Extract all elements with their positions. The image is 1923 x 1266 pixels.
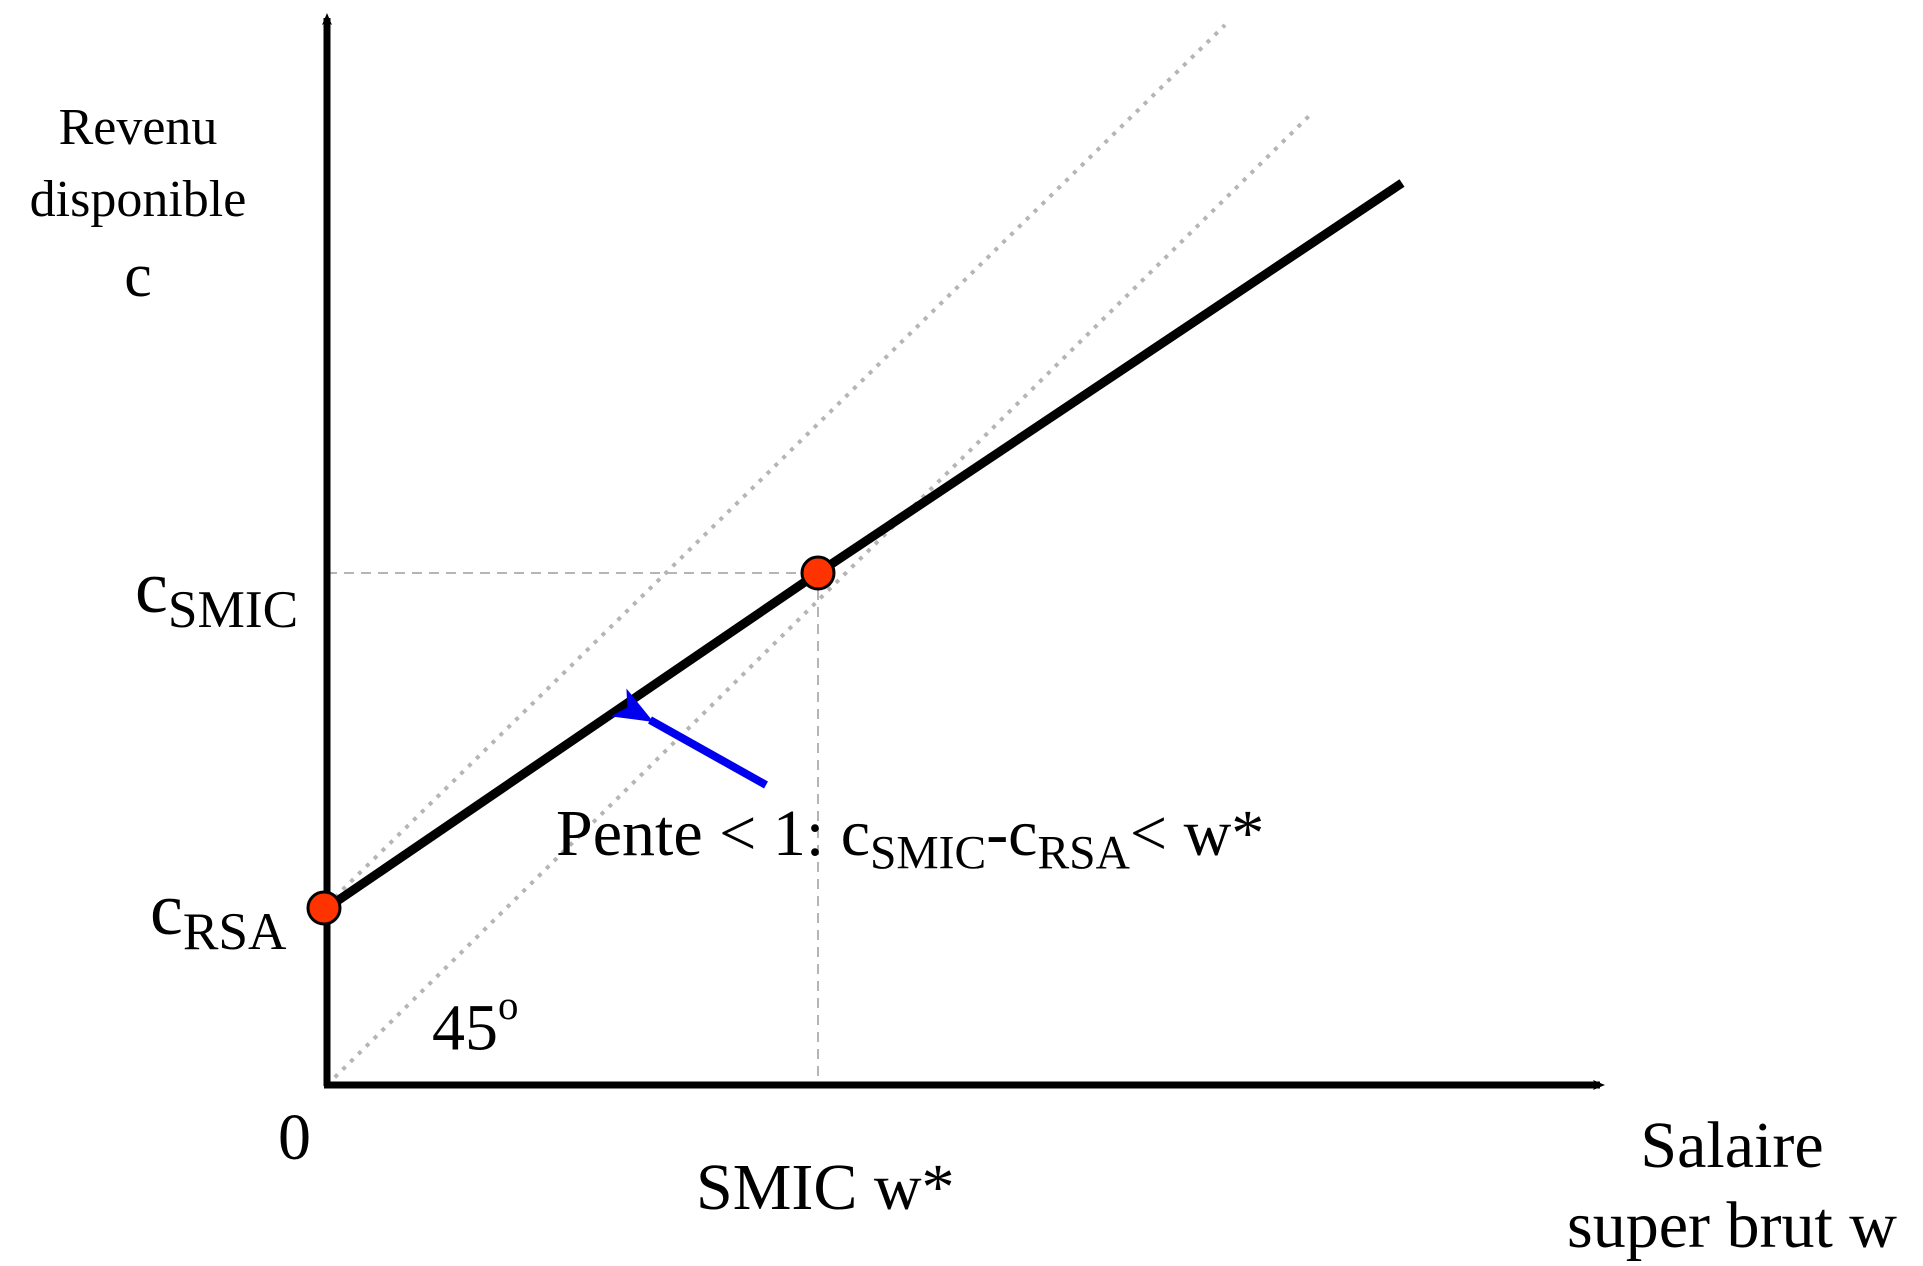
annotation-mid: -c <box>986 797 1038 870</box>
y-tick-csmic-label: cSMIC <box>135 546 298 640</box>
annotation-tail: < w* <box>1129 797 1265 870</box>
y-axis-title-line: Revenu <box>58 99 218 156</box>
x-axis-title-line: Salaire <box>1640 1109 1824 1182</box>
y-axis-title: Revenu disponible c <box>0 92 276 316</box>
reference-line-offset <box>325 23 1227 907</box>
tick-base: c <box>135 547 168 629</box>
c_rsa-point <box>306 890 342 926</box>
slope-arrow <box>610 688 768 789</box>
x-tick-smic-label: SMIC w* <box>696 1151 955 1224</box>
y-tick-crsa-label: cRSA <box>150 868 286 962</box>
annotation-lead: Pente < 1: c <box>556 797 870 870</box>
degree-symbol: o <box>498 983 519 1028</box>
annotation-subscript: RSA <box>1037 827 1130 880</box>
annotation-subscript: SMIC <box>869 827 987 880</box>
slope-annotation: Pente < 1: cSMIC-cRSA< w* <box>556 796 1264 880</box>
y-axis-title-variable: c <box>124 242 152 310</box>
x-axis-title: Salaire super brut w <box>1526 1106 1923 1266</box>
c_smic-point <box>800 555 836 591</box>
tick-base: c <box>150 869 183 951</box>
x-axis-title-line: super brut w <box>1567 1189 1897 1262</box>
origin-label: 0 <box>278 1101 311 1174</box>
angle-label: 45o <box>432 982 518 1067</box>
tick-subscript: RSA <box>182 901 287 961</box>
angle-value: 45 <box>432 991 498 1065</box>
tick-subscript: SMIC <box>167 579 299 639</box>
y-axis-title-line: disponible <box>29 171 247 228</box>
